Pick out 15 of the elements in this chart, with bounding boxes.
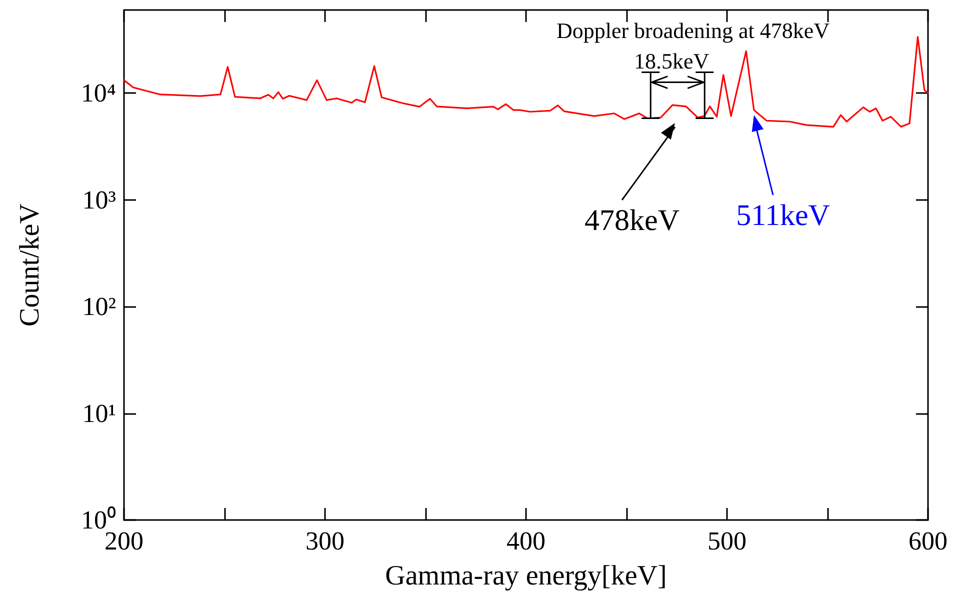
x-tick-label: 400	[506, 526, 546, 556]
y-tick-label: 10⁴	[80, 78, 116, 108]
x-axis-title: Gamma-ray energy[keV]	[385, 560, 667, 592]
x-tick-label: 200	[104, 526, 144, 556]
y-tick-label: 10²	[82, 292, 116, 322]
x-tick-label: 300	[306, 526, 344, 556]
y-tick-label: 10³	[82, 185, 116, 214]
annotation: 18.5keV	[634, 48, 710, 74]
y-axis-title: Count/keV	[14, 204, 46, 326]
annotation: 511keV	[736, 199, 830, 232]
annotation: 478keV	[584, 204, 680, 237]
annotation: Doppler broadening at 478keV	[556, 18, 830, 43]
x-tick-label: 500	[708, 526, 746, 556]
y-tick-label: 10¹	[82, 398, 116, 428]
x-tick-label: 600	[908, 526, 948, 556]
